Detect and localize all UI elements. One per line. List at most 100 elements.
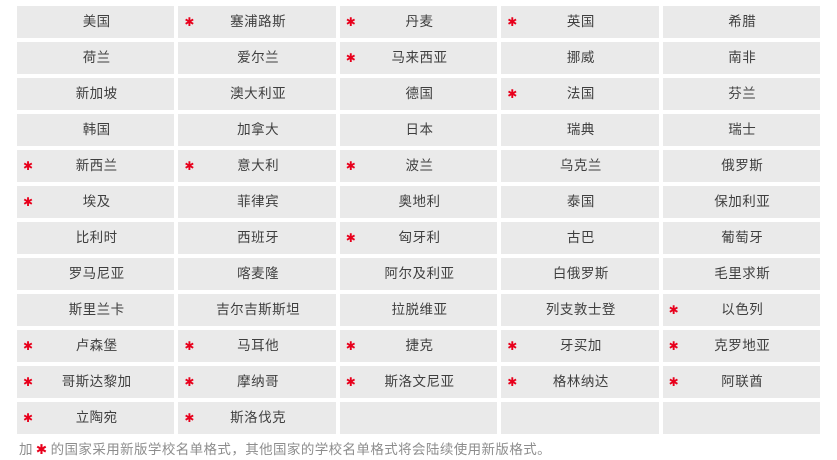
country-name: 斯洛伐克	[230, 410, 287, 426]
asterisk-icon: ✱	[345, 15, 357, 29]
country-name: 拉脱维亚	[391, 302, 448, 318]
country-cell[interactable]: ✱ 法国	[501, 78, 659, 110]
country-name: 格林纳达	[552, 374, 609, 390]
country-name: 法国	[566, 86, 595, 102]
country-cell[interactable]: 古巴	[501, 222, 659, 254]
country-name: 葡萄牙	[721, 230, 764, 246]
country-cell[interactable]: ✱ 匈牙利	[339, 222, 498, 254]
country-cell[interactable]: 瑞典	[501, 114, 659, 146]
country-cell[interactable]: 日本	[339, 114, 498, 146]
asterisk-icon: ✱	[507, 375, 518, 389]
country-name: 古巴	[566, 230, 595, 246]
country-cell[interactable]: 澳大利亚	[178, 78, 336, 110]
country-name: 比利时	[75, 230, 118, 246]
asterisk-icon: ✱	[23, 195, 34, 209]
country-name: 吉尔吉斯斯坦	[216, 302, 301, 318]
country-cell[interactable]: 德国	[339, 78, 498, 110]
footer-prefix: 加	[19, 442, 33, 457]
country-name: 英国	[566, 14, 595, 30]
country-cell[interactable]: 挪威	[501, 42, 659, 74]
country-cell[interactable]: 葡萄牙	[662, 222, 820, 254]
country-name: 埃及	[82, 194, 111, 210]
country-cell[interactable]: ✱ 意大利	[178, 150, 336, 182]
country-cell[interactable]: 新加坡	[17, 78, 175, 110]
country-cell[interactable]: ✱ 哥斯达黎加	[17, 366, 175, 398]
country-name: 牙买加	[559, 338, 602, 354]
asterisk-icon: ✱	[184, 15, 195, 29]
country-cell[interactable]: 爱尔兰	[178, 42, 336, 74]
country-cell[interactable]: 芬兰	[662, 78, 820, 110]
country-name: 阿联酋	[721, 374, 764, 390]
country-cell[interactable]: 菲律宾	[178, 186, 336, 218]
country-cell[interactable]: 白俄罗斯	[501, 258, 659, 290]
country-name: 挪威	[566, 50, 595, 66]
country-cell[interactable]: 奥地利	[339, 186, 498, 218]
country-cell[interactable]: 韩国	[17, 114, 175, 146]
country-name: 摩纳哥	[237, 374, 280, 390]
country-name: 乌克兰	[559, 158, 602, 174]
asterisk-icon: ✱	[507, 15, 518, 29]
country-cell[interactable]: 泰国	[501, 186, 659, 218]
country-name: 捷克	[405, 338, 434, 354]
country-cell[interactable]: 希腊	[662, 6, 820, 38]
country-name: 白俄罗斯	[552, 266, 609, 282]
country-cell[interactable]: ✱ 立陶宛	[17, 402, 175, 434]
country-cell[interactable]: ✱ 卢森堡	[17, 330, 175, 362]
country-cell[interactable]: 加拿大	[178, 114, 336, 146]
country-cell[interactable]: 瑞士	[662, 114, 820, 146]
country-grid: 美国 ✱ 塞浦路斯 ✱ 丹麦 ✱ 英国 希腊 荷兰 爱尔兰 ✱ 马来西亚 挪威 南非 新加坡 澳大利亚 德国 ✱ 法…	[17, 6, 820, 434]
country-cell[interactable]: 拉脱维亚	[339, 294, 498, 326]
country-cell[interactable]: 喀麦隆	[178, 258, 336, 290]
country-name: 阿尔及利亚	[384, 266, 455, 282]
footer-text: 的国家采用新版学校名单格式，其他国家的学校名单格式将会陆续使用新版格式。	[50, 442, 552, 457]
country-name: 新加坡	[75, 86, 118, 102]
country-name: 克罗地亚	[714, 338, 771, 354]
country-cell[interactable]: 荷兰	[17, 42, 175, 74]
country-cell[interactable]: 阿尔及利亚	[339, 258, 498, 290]
country-cell[interactable]: 比利时	[17, 222, 175, 254]
country-cell[interactable]: ✱ 埃及	[17, 186, 175, 218]
country-cell[interactable]: ✱ 波兰	[339, 150, 498, 182]
country-cell[interactable]: ✱ 斯洛伐克	[178, 402, 336, 434]
country-cell[interactable]: ✱ 塞浦路斯	[178, 6, 336, 38]
country-name: 西班牙	[237, 230, 280, 246]
country-cell[interactable]: 列支敦士登	[501, 294, 659, 326]
country-name: 斯里兰卡	[68, 302, 125, 318]
country-cell[interactable]: 斯里兰卡	[17, 294, 175, 326]
asterisk-icon: ✱	[668, 375, 680, 389]
country-cell[interactable]: 罗马尼亚	[17, 258, 175, 290]
country-name: 希腊	[728, 14, 757, 30]
country-cell[interactable]: ✱ 马来西亚	[339, 42, 498, 74]
asterisk-icon: ✱	[668, 339, 680, 353]
country-cell[interactable]: 保加利亚	[662, 186, 820, 218]
country-cell[interactable]: ✱ 牙买加	[501, 330, 659, 362]
country-cell-empty	[339, 402, 498, 434]
country-cell[interactable]: ✱ 斯洛文尼亚	[339, 366, 498, 398]
country-name: 爱尔兰	[237, 50, 280, 66]
country-cell[interactable]: ✱ 以色列	[662, 294, 820, 326]
asterisk-icon: ✱	[23, 375, 34, 389]
country-cell[interactable]: ✱ 马耳他	[178, 330, 336, 362]
country-cell[interactable]: ✱ 阿联酋	[662, 366, 820, 398]
country-name: 加拿大	[237, 122, 280, 138]
country-cell[interactable]: ✱ 丹麦	[339, 6, 498, 38]
country-name: 保加利亚	[714, 194, 771, 210]
country-cell[interactable]: 毛里求斯	[662, 258, 820, 290]
asterisk-icon: ✱	[184, 339, 195, 353]
country-cell[interactable]: ✱ 捷克	[339, 330, 498, 362]
country-cell-empty	[662, 402, 820, 434]
country-cell[interactable]: 美国	[17, 6, 175, 38]
country-cell[interactable]: 吉尔吉斯斯坦	[178, 294, 336, 326]
country-cell[interactable]: ✱ 格林纳达	[501, 366, 659, 398]
country-cell[interactable]: ✱ 摩纳哥	[178, 366, 336, 398]
country-cell[interactable]: 西班牙	[178, 222, 336, 254]
country-name: 列支敦士登	[545, 302, 616, 318]
country-cell[interactable]: ✱ 克罗地亚	[662, 330, 820, 362]
country-cell[interactable]: 俄罗斯	[662, 150, 820, 182]
country-name: 菲律宾	[237, 194, 280, 210]
country-cell[interactable]: ✱ 新西兰	[17, 150, 175, 182]
country-cell[interactable]: 南非	[662, 42, 820, 74]
country-cell[interactable]: 乌克兰	[501, 150, 659, 182]
country-name: 日本	[405, 122, 434, 138]
country-cell[interactable]: ✱ 英国	[501, 6, 659, 38]
